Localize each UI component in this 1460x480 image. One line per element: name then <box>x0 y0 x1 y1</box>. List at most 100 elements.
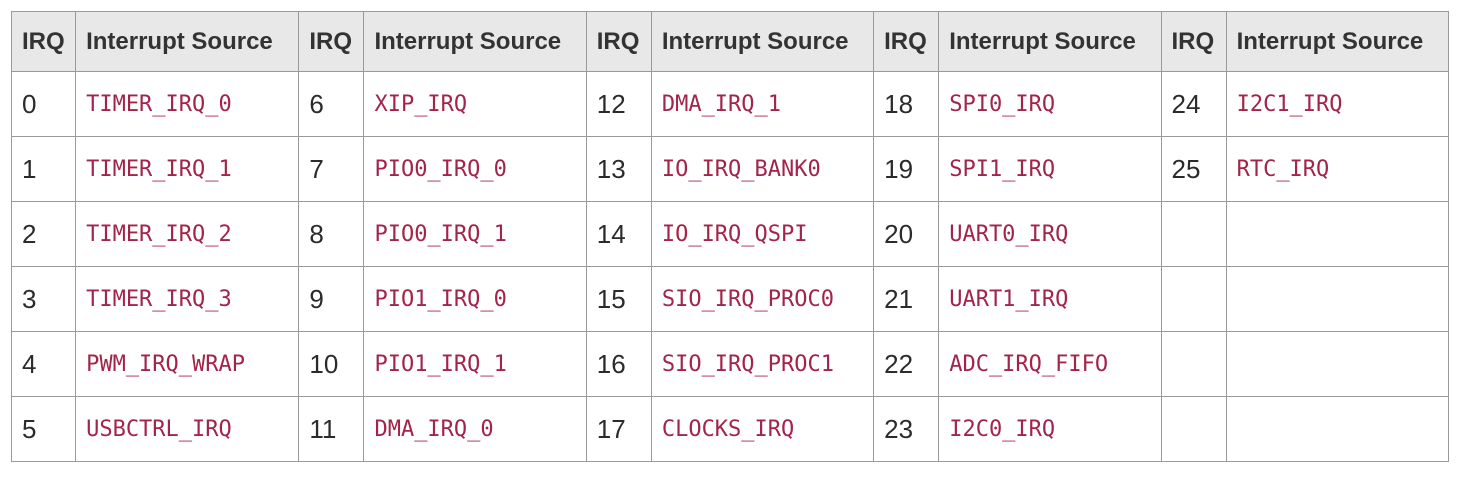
interrupt-source-name: CLOCKS_IRQ <box>661 416 795 442</box>
interrupt-source-cell: SPI1_IRQ <box>938 136 1162 202</box>
interrupt-source-name: TIMER_IRQ_2 <box>86 221 232 247</box>
table-header: IRQ Interrupt Source IRQ Interrupt Sourc… <box>10 11 1450 72</box>
interrupt-source-cell: IO_IRQ_BANK0 <box>650 136 875 202</box>
empty-cell <box>1160 201 1227 267</box>
irq-number-cell: 25 <box>1160 136 1227 202</box>
table-row: 2 TIMER_IRQ_2 8 PIO0_IRQ_1 14 IO_IRQ_QSP… <box>10 201 1450 267</box>
interrupt-source-cell: PIO0_IRQ_1 <box>363 201 587 267</box>
interrupt-source-cell: SIO_IRQ_PROC1 <box>650 331 875 397</box>
header-irq: IRQ <box>585 11 652 72</box>
header-irq: IRQ <box>1160 11 1227 72</box>
header-interrupt-source: Interrupt Source <box>363 11 587 72</box>
interrupt-source-name: SPI0_IRQ <box>949 91 1056 117</box>
header-irq: IRQ <box>10 11 77 72</box>
interrupt-source-name: SPI1_IRQ <box>949 156 1056 182</box>
interrupt-source-cell: SIO_IRQ_PROC0 <box>650 266 875 332</box>
irq-number-cell: 24 <box>1160 71 1227 137</box>
irq-number-cell: 3 <box>10 266 77 332</box>
irq-number-cell: 7 <box>298 136 365 202</box>
interrupt-source-name: PWM_IRQ_WRAP <box>86 351 246 377</box>
irq-number-cell: 9 <box>298 266 365 332</box>
irq-number-cell: 1 <box>10 136 77 202</box>
interrupt-source-name: TIMER_IRQ_0 <box>86 91 232 117</box>
interrupt-source-cell: RTC_IRQ <box>1225 136 1450 202</box>
interrupt-source-name: RTC_IRQ <box>1236 156 1330 182</box>
irq-number-cell: 15 <box>585 266 652 332</box>
table-body: 0 TIMER_IRQ_0 6 XIP_IRQ 12 DMA_IRQ_1 18 … <box>10 71 1450 462</box>
irq-number-cell: 20 <box>873 201 940 267</box>
interrupt-source-cell: TIMER_IRQ_2 <box>75 201 300 267</box>
interrupt-source-name: PIO1_IRQ_1 <box>374 351 507 377</box>
irq-number-cell: 13 <box>585 136 652 202</box>
interrupt-source-name: SIO_IRQ_PROC1 <box>661 351 835 377</box>
empty-cell <box>1225 331 1450 397</box>
irq-number-cell: 18 <box>873 71 940 137</box>
interrupt-source-cell: PIO0_IRQ_0 <box>363 136 587 202</box>
table-row: 0 TIMER_IRQ_0 6 XIP_IRQ 12 DMA_IRQ_1 18 … <box>10 71 1450 137</box>
interrupt-source-name: IO_IRQ_QSPI <box>661 221 808 247</box>
table-row: 1 TIMER_IRQ_1 7 PIO0_IRQ_0 13 IO_IRQ_BAN… <box>10 136 1450 202</box>
interrupt-source-name: DMA_IRQ_0 <box>374 416 494 442</box>
interrupt-source-cell: ADC_IRQ_FIFO <box>938 331 1162 397</box>
interrupt-source-name: XIP_IRQ <box>374 91 468 117</box>
table-row: 5 USBCTRL_IRQ 11 DMA_IRQ_0 17 CLOCKS_IRQ… <box>10 396 1450 462</box>
irq-number-cell: 6 <box>298 71 365 137</box>
empty-cell <box>1225 266 1450 332</box>
interrupt-source-cell: I2C0_IRQ <box>938 396 1162 462</box>
interrupt-source-name: PIO0_IRQ_1 <box>374 221 507 247</box>
interrupt-source-cell: XIP_IRQ <box>363 71 587 137</box>
header-interrupt-source: Interrupt Source <box>1225 11 1450 72</box>
interrupt-source-name: DMA_IRQ_1 <box>661 91 782 117</box>
interrupt-source-cell: CLOCKS_IRQ <box>650 396 875 462</box>
table-row: 4 PWM_IRQ_WRAP 10 PIO1_IRQ_1 16 SIO_IRQ_… <box>10 331 1450 397</box>
interrupt-source-cell: UART0_IRQ <box>938 201 1162 267</box>
interrupt-source-name: I2C0_IRQ <box>949 416 1056 442</box>
header-interrupt-source: Interrupt Source <box>75 11 300 72</box>
empty-cell <box>1160 266 1227 332</box>
empty-cell <box>1160 396 1227 462</box>
empty-cell <box>1160 331 1227 397</box>
irq-number-cell: 16 <box>585 331 652 397</box>
interrupt-source-name: UART1_IRQ <box>949 286 1069 312</box>
irq-number-cell: 10 <box>298 331 365 397</box>
header-interrupt-source: Interrupt Source <box>650 11 875 72</box>
irq-number-cell: 17 <box>585 396 652 462</box>
irq-number-cell: 11 <box>298 396 365 462</box>
empty-cell <box>1225 396 1450 462</box>
interrupt-source-cell: IO_IRQ_QSPI <box>650 201 875 267</box>
interrupt-source-name: IO_IRQ_BANK0 <box>661 156 821 182</box>
irq-number-cell: 23 <box>873 396 940 462</box>
irq-table: IRQ Interrupt Source IRQ Interrupt Sourc… <box>10 11 1450 462</box>
interrupt-source-name: PIO1_IRQ_0 <box>374 286 507 312</box>
interrupt-source-cell: TIMER_IRQ_1 <box>75 136 300 202</box>
interrupt-source-name: TIMER_IRQ_3 <box>86 286 232 312</box>
interrupt-source-name: PIO0_IRQ_0 <box>374 156 507 182</box>
header-irq: IRQ <box>873 11 940 72</box>
interrupt-source-cell: TIMER_IRQ_3 <box>75 266 300 332</box>
interrupt-source-cell: DMA_IRQ_1 <box>650 71 875 137</box>
interrupt-source-cell: USBCTRL_IRQ <box>75 396 300 462</box>
interrupt-source-cell: DMA_IRQ_0 <box>363 396 587 462</box>
interrupt-source-cell: PIO1_IRQ_1 <box>363 331 587 397</box>
irq-number-cell: 12 <box>585 71 652 137</box>
interrupt-source-cell: UART1_IRQ <box>938 266 1162 332</box>
irq-number-cell: 19 <box>873 136 940 202</box>
interrupt-source-name: TIMER_IRQ_1 <box>86 156 232 182</box>
interrupt-source-name: UART0_IRQ <box>949 221 1069 247</box>
irq-number-cell: 21 <box>873 266 940 332</box>
irq-number-cell: 14 <box>585 201 652 267</box>
interrupt-source-cell: PWM_IRQ_WRAP <box>75 331 300 397</box>
header-row: IRQ Interrupt Source IRQ Interrupt Sourc… <box>10 11 1450 72</box>
interrupt-source-cell: PIO1_IRQ_0 <box>363 266 587 332</box>
header-irq: IRQ <box>298 11 365 72</box>
interrupt-source-name: USBCTRL_IRQ <box>86 416 232 442</box>
empty-cell <box>1225 201 1450 267</box>
irq-number-cell: 0 <box>10 71 77 137</box>
table-row: 3 TIMER_IRQ_3 9 PIO1_IRQ_0 15 SIO_IRQ_PR… <box>10 266 1450 332</box>
irq-number-cell: 4 <box>10 331 77 397</box>
interrupt-source-cell: I2C1_IRQ <box>1225 71 1450 137</box>
header-interrupt-source: Interrupt Source <box>938 11 1162 72</box>
interrupt-source-name: I2C1_IRQ <box>1236 91 1343 117</box>
interrupt-source-name: ADC_IRQ_FIFO <box>949 351 1109 377</box>
irq-number-cell: 8 <box>298 201 365 267</box>
